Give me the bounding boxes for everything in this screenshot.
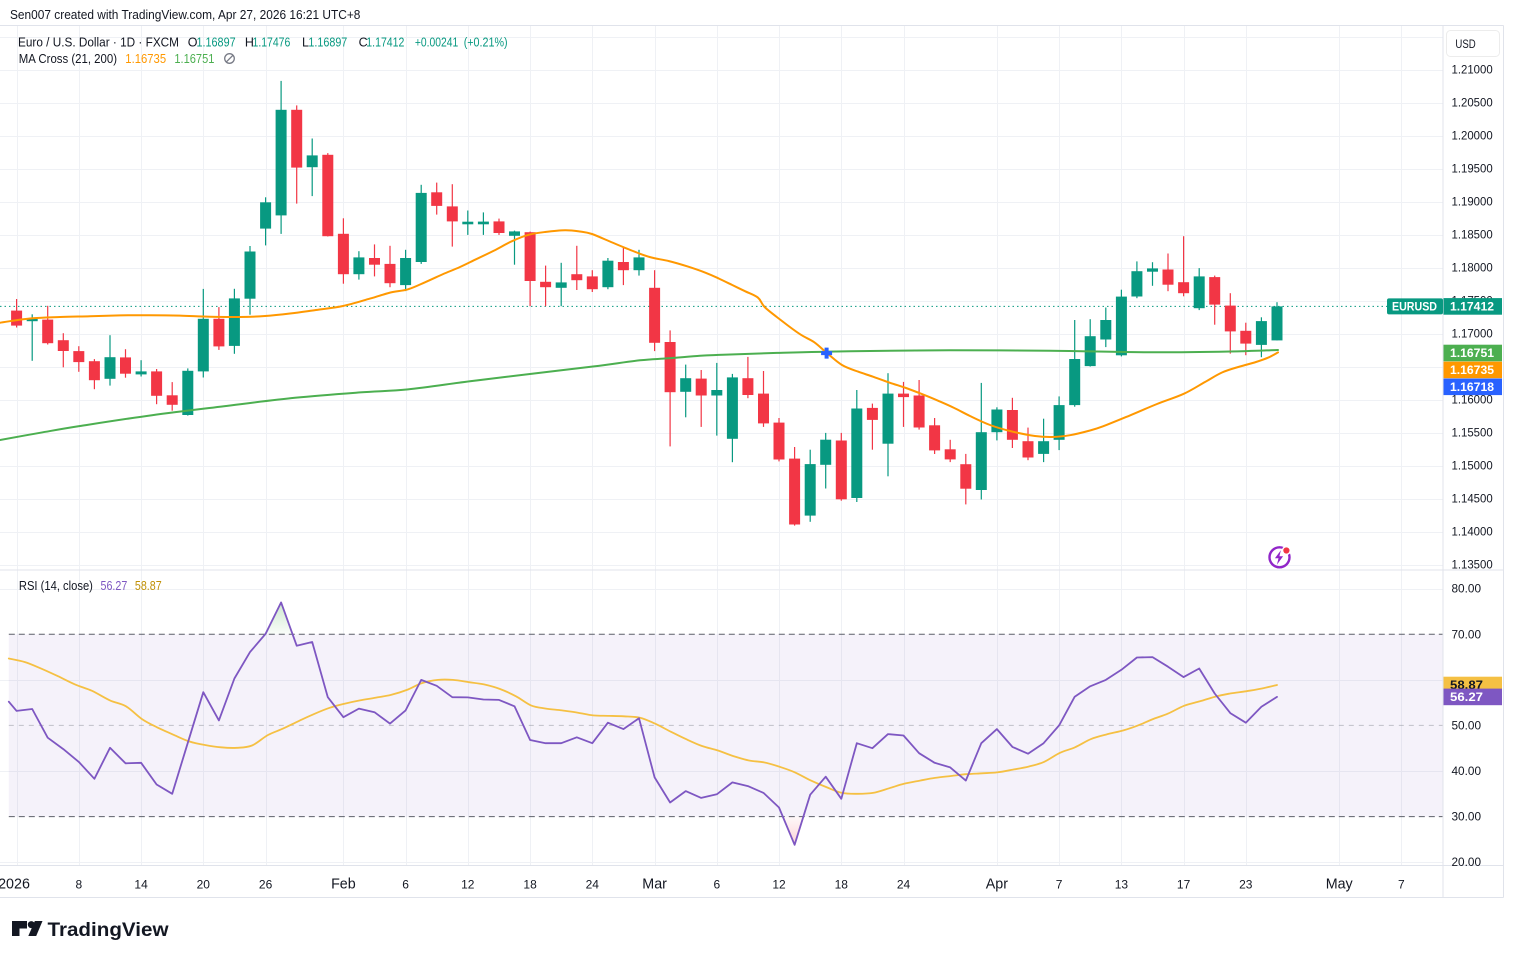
svg-text:1.18000: 1.18000 — [1452, 261, 1493, 275]
svg-text:24: 24 — [897, 878, 911, 892]
svg-text:1.14000: 1.14000 — [1452, 525, 1493, 539]
svg-text:12: 12 — [461, 878, 475, 892]
svg-text:1.17476: 1.17476 — [253, 36, 291, 50]
svg-text:Sen007 created with TradingVie: Sen007 created with TradingView.com, Apr… — [10, 7, 360, 22]
svg-text:TradingView: TradingView — [48, 919, 170, 941]
svg-text:1.15000: 1.15000 — [1452, 459, 1493, 473]
svg-text:40.00: 40.00 — [1452, 764, 1482, 778]
svg-text:May: May — [1326, 877, 1354, 893]
svg-text:70.00: 70.00 — [1452, 627, 1482, 641]
svg-text:1.13500: 1.13500 — [1452, 558, 1493, 572]
svg-text:1.16751: 1.16751 — [174, 52, 214, 66]
svg-text:1.16897: 1.16897 — [308, 36, 347, 50]
svg-text:2026: 2026 — [0, 877, 30, 893]
svg-text:O: O — [188, 36, 198, 50]
svg-text:17: 17 — [1177, 878, 1191, 892]
svg-text:1.20500: 1.20500 — [1452, 96, 1493, 110]
svg-text:1.19500: 1.19500 — [1452, 162, 1493, 176]
svg-text:L: L — [302, 36, 309, 50]
svg-text:18: 18 — [835, 878, 849, 892]
svg-text:80.00: 80.00 — [1452, 582, 1482, 596]
svg-text:1.16751: 1.16751 — [1450, 346, 1494, 360]
svg-text:7: 7 — [1056, 878, 1063, 892]
svg-text:(+0.21%): (+0.21%) — [464, 36, 508, 50]
svg-text:30.00: 30.00 — [1452, 810, 1482, 824]
svg-text:Apr: Apr — [986, 877, 1008, 893]
svg-text:56.27: 56.27 — [101, 579, 128, 593]
svg-text:1.16897: 1.16897 — [197, 36, 236, 50]
svg-text:8: 8 — [75, 878, 82, 892]
svg-text:EURUSD: EURUSD — [1392, 300, 1437, 314]
svg-text:+0.00241: +0.00241 — [415, 36, 458, 50]
svg-text:24: 24 — [586, 878, 600, 892]
svg-text:1.16718: 1.16718 — [1450, 380, 1494, 394]
svg-text:Feb: Feb — [331, 877, 356, 893]
svg-text:H: H — [245, 36, 254, 50]
svg-text:12: 12 — [772, 878, 786, 892]
svg-text:1.20000: 1.20000 — [1452, 129, 1493, 143]
svg-text:1.17412: 1.17412 — [1450, 300, 1494, 314]
svg-text:20: 20 — [197, 878, 211, 892]
svg-text:56.27: 56.27 — [1450, 690, 1483, 704]
svg-text:1.21000: 1.21000 — [1452, 63, 1493, 77]
svg-text:1.14500: 1.14500 — [1452, 492, 1493, 506]
svg-text:Euro / U.S. Dollar · 1D · FXCM: Euro / U.S. Dollar · 1D · FXCM — [18, 36, 179, 50]
svg-text:18: 18 — [523, 878, 537, 892]
svg-text:1.16735: 1.16735 — [1450, 363, 1494, 377]
svg-text:USD: USD — [1455, 37, 1476, 51]
svg-text:26: 26 — [259, 878, 273, 892]
svg-text:13: 13 — [1115, 878, 1129, 892]
svg-text:7: 7 — [1398, 878, 1405, 892]
svg-text:23: 23 — [1239, 878, 1253, 892]
svg-text:1.17412: 1.17412 — [366, 36, 404, 50]
svg-text:1.16000: 1.16000 — [1452, 393, 1493, 407]
svg-text:6: 6 — [713, 878, 720, 892]
svg-text:6: 6 — [402, 878, 409, 892]
svg-text:Mar: Mar — [642, 877, 667, 893]
svg-text:50.00: 50.00 — [1452, 718, 1482, 732]
svg-text:1.15500: 1.15500 — [1452, 426, 1493, 440]
svg-text:MA Cross (21, 200): MA Cross (21, 200) — [19, 52, 117, 66]
svg-text:58.87: 58.87 — [135, 579, 162, 593]
svg-text:20.00: 20.00 — [1452, 855, 1482, 869]
svg-text:RSI (14, close): RSI (14, close) — [19, 579, 93, 593]
svg-text:1.17000: 1.17000 — [1452, 327, 1493, 341]
svg-text:1.18500: 1.18500 — [1452, 228, 1493, 242]
svg-text:1.16735: 1.16735 — [125, 52, 166, 66]
svg-text:14: 14 — [134, 878, 148, 892]
svg-text:C: C — [359, 36, 368, 50]
svg-text:1.19000: 1.19000 — [1452, 195, 1493, 209]
